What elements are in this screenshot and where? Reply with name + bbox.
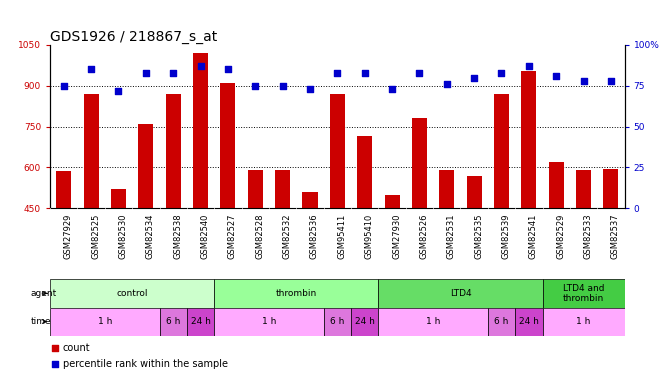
Text: 24 h: 24 h bbox=[190, 317, 210, 326]
Bar bbox=[166, 94, 181, 208]
Point bbox=[49, 345, 60, 351]
Text: GSM82527: GSM82527 bbox=[228, 214, 237, 260]
Text: GSM82525: GSM82525 bbox=[91, 214, 100, 259]
Text: GSM82534: GSM82534 bbox=[146, 214, 155, 260]
Text: GSM82540: GSM82540 bbox=[200, 214, 210, 259]
Point bbox=[305, 86, 315, 92]
Text: 6 h: 6 h bbox=[166, 317, 180, 326]
Text: 1 h: 1 h bbox=[426, 317, 440, 326]
Point bbox=[113, 88, 124, 94]
Bar bbox=[603, 169, 619, 208]
Text: GSM27930: GSM27930 bbox=[392, 214, 401, 260]
Bar bbox=[84, 94, 99, 208]
Text: 6 h: 6 h bbox=[494, 317, 508, 326]
Text: GSM82533: GSM82533 bbox=[584, 214, 593, 260]
Text: GSM82541: GSM82541 bbox=[529, 214, 538, 259]
Bar bbox=[412, 118, 427, 208]
Text: percentile rank within the sample: percentile rank within the sample bbox=[63, 359, 228, 369]
Point bbox=[606, 78, 617, 84]
Text: control: control bbox=[116, 289, 148, 298]
Bar bbox=[138, 124, 154, 208]
Text: LTD4 and
thrombin: LTD4 and thrombin bbox=[563, 284, 605, 303]
Text: GSM82529: GSM82529 bbox=[556, 214, 565, 259]
Bar bbox=[548, 162, 564, 208]
Bar bbox=[303, 192, 317, 208]
Bar bbox=[494, 94, 509, 208]
Bar bbox=[56, 171, 71, 208]
Bar bbox=[160, 308, 187, 336]
Bar bbox=[521, 71, 536, 208]
Text: GSM82535: GSM82535 bbox=[474, 214, 483, 260]
Bar bbox=[378, 279, 542, 308]
Point bbox=[359, 70, 370, 76]
Bar bbox=[111, 189, 126, 208]
Text: GSM82537: GSM82537 bbox=[611, 214, 620, 260]
Point bbox=[222, 66, 233, 72]
Bar bbox=[50, 308, 160, 336]
Bar bbox=[378, 308, 488, 336]
Bar bbox=[351, 308, 378, 336]
Bar bbox=[330, 94, 345, 208]
Bar bbox=[248, 170, 263, 208]
Point bbox=[387, 86, 397, 92]
Text: thrombin: thrombin bbox=[276, 289, 317, 298]
Bar bbox=[187, 308, 214, 336]
Point bbox=[524, 63, 534, 69]
Bar bbox=[357, 136, 372, 208]
Text: LTD4: LTD4 bbox=[450, 289, 471, 298]
Point bbox=[469, 75, 480, 81]
Point bbox=[58, 83, 69, 89]
Bar bbox=[50, 279, 214, 308]
Point bbox=[551, 73, 562, 79]
Bar bbox=[220, 83, 235, 208]
Point bbox=[86, 66, 96, 72]
Text: count: count bbox=[63, 343, 90, 353]
Text: GSM82531: GSM82531 bbox=[447, 214, 456, 260]
Text: GSM82539: GSM82539 bbox=[502, 214, 510, 260]
Bar bbox=[324, 308, 351, 336]
Text: GSM82530: GSM82530 bbox=[118, 214, 128, 260]
Text: GSM82536: GSM82536 bbox=[310, 214, 319, 260]
Bar bbox=[385, 195, 399, 208]
Text: 6 h: 6 h bbox=[330, 317, 345, 326]
Text: 1 h: 1 h bbox=[262, 317, 276, 326]
Text: time: time bbox=[31, 317, 51, 326]
Point bbox=[140, 70, 151, 76]
Text: agent: agent bbox=[31, 289, 57, 298]
Bar bbox=[515, 308, 542, 336]
Point bbox=[332, 70, 343, 76]
Text: GSM82532: GSM82532 bbox=[283, 214, 292, 260]
Text: GSM82538: GSM82538 bbox=[173, 214, 182, 260]
Text: 1 h: 1 h bbox=[98, 317, 112, 326]
Text: GSM95410: GSM95410 bbox=[365, 214, 373, 259]
Bar bbox=[214, 308, 324, 336]
Bar bbox=[440, 170, 454, 208]
Point bbox=[496, 70, 507, 76]
Point bbox=[168, 70, 178, 76]
Point bbox=[49, 361, 60, 367]
Bar bbox=[576, 170, 591, 208]
Text: GSM27929: GSM27929 bbox=[63, 214, 73, 259]
Point bbox=[414, 70, 425, 76]
Text: GDS1926 / 218867_s_at: GDS1926 / 218867_s_at bbox=[50, 30, 217, 44]
Bar bbox=[193, 53, 208, 208]
Bar bbox=[275, 170, 290, 208]
Text: GSM95411: GSM95411 bbox=[337, 214, 346, 259]
Bar bbox=[542, 279, 625, 308]
Bar bbox=[214, 279, 378, 308]
Bar bbox=[542, 308, 625, 336]
Point bbox=[195, 63, 206, 69]
Text: 1 h: 1 h bbox=[576, 317, 591, 326]
Text: 24 h: 24 h bbox=[519, 317, 539, 326]
Bar bbox=[466, 176, 482, 208]
Point bbox=[250, 83, 261, 89]
Text: GSM82526: GSM82526 bbox=[420, 214, 428, 260]
Point bbox=[578, 78, 589, 84]
Text: GSM82528: GSM82528 bbox=[255, 214, 265, 260]
Point bbox=[277, 83, 288, 89]
Bar bbox=[488, 308, 515, 336]
Text: 24 h: 24 h bbox=[355, 317, 375, 326]
Point bbox=[442, 81, 452, 87]
